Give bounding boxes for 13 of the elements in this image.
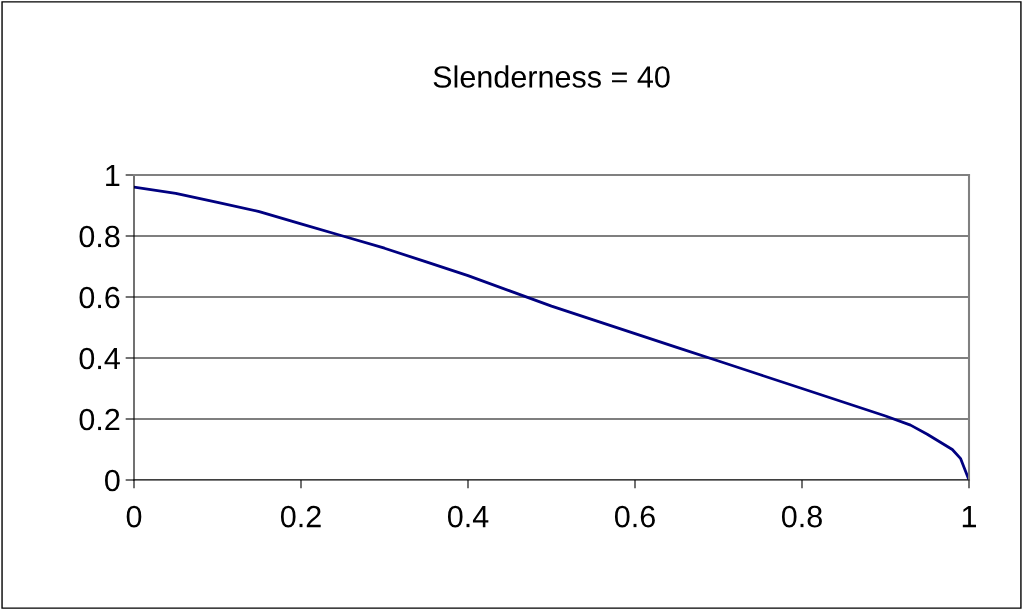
x-tick-label: 0.8 [781,505,822,528]
x-tick-label: 0.4 [447,505,489,528]
x-tick-label: 1 [962,506,977,528]
y-tick-label: 0.4 [79,347,120,370]
y-tick-label: 1 [106,165,120,187]
x-tick-label: 0.6 [614,505,655,528]
y-tick-label: 0.8 [79,225,120,248]
y-tick-label: 0.6 [79,286,120,309]
x-tick-label: 0.2 [280,505,321,528]
x-tick-label: 0 [126,505,142,528]
y-tick-label: 0 [105,469,120,492]
chart-title: Slenderness = 40 [433,65,670,88]
y-tick-label: 0.2 [79,408,120,431]
